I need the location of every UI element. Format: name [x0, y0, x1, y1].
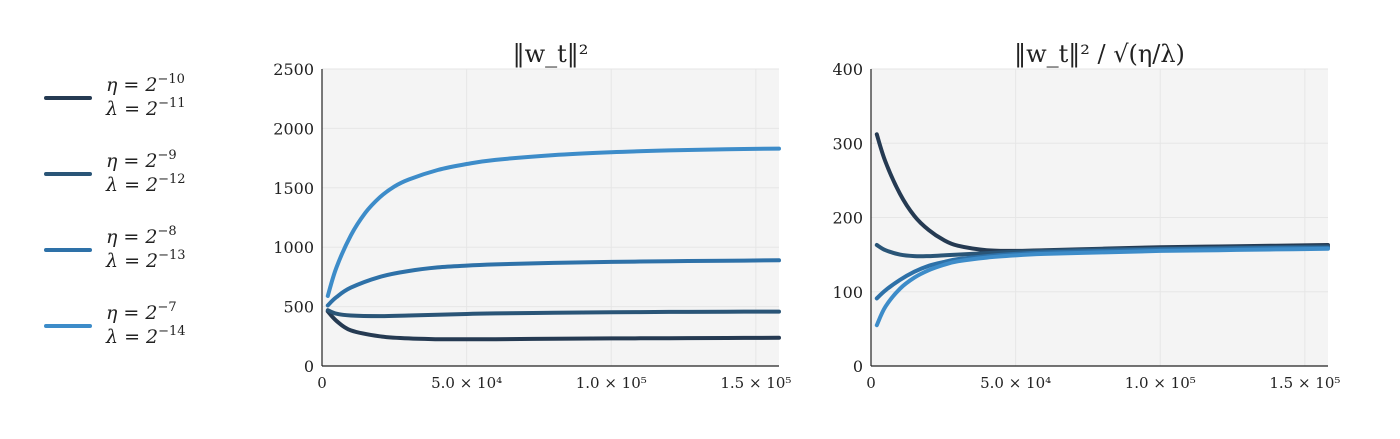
legend-entry: η = 2−10 λ = 2−11 — [40, 70, 240, 130]
x-tick-label: 1.0 × 10⁵ — [1125, 374, 1196, 392]
x-tick-label: 5.0 × 10⁴ — [980, 374, 1051, 392]
x-tick-label: 0 — [317, 374, 327, 392]
y-tick-label: 400 — [832, 60, 863, 79]
legend-eta: η = 2−8 — [106, 224, 177, 248]
plot-background — [322, 69, 779, 366]
y-tick-label: 2500 — [273, 60, 314, 79]
y-tick-label: 100 — [832, 283, 863, 302]
legend-eta: η = 2−10 — [106, 72, 185, 96]
series-line — [325, 309, 781, 342]
legend-eta: η = 2−7 — [106, 300, 177, 324]
y-tick-label: 0 — [853, 357, 863, 376]
y-tick-label: 200 — [832, 209, 863, 228]
x-tick-label: 1.5 × 10⁵ — [1269, 374, 1340, 392]
y-tick-label: 500 — [283, 298, 314, 317]
y-tick-label: 0 — [304, 357, 314, 376]
chart-panel: 0 100 200 300 400 0 5.0 × 10⁴ 1.0 × 10⁵ 1.5 × 10… — [832, 40, 1340, 392]
x-tick-label: 0 — [866, 374, 876, 392]
chart-title: ‖w_t‖² — [513, 40, 589, 69]
series-line — [874, 246, 1330, 328]
legend-entry: η = 2−7 λ = 2−14 — [40, 298, 240, 358]
series-line — [325, 146, 781, 298]
legend-eta: η = 2−9 — [106, 148, 177, 172]
legend-swatch — [44, 172, 92, 176]
legend-lambda: λ = 2−11 — [106, 96, 186, 120]
legend-entry: η = 2−8 λ = 2−13 — [40, 222, 240, 282]
chart-title: ‖w_t‖² / √(η/λ) — [1014, 40, 1185, 69]
x-tick-label: 1.0 × 10⁵ — [576, 374, 647, 392]
legend-swatch — [44, 324, 92, 328]
y-tick-label: 2000 — [273, 119, 314, 138]
series-line — [325, 308, 781, 319]
chart-panel: 0 500 1000 1500 2000 2500 0 5.0 × 10⁴ 1.0 × 10⁵ 1… — [273, 40, 791, 392]
y-tick-label: 1000 — [273, 238, 314, 257]
legend-lambda: λ = 2−12 — [106, 172, 186, 196]
y-tick-label: 300 — [832, 134, 863, 153]
legend-entry: η = 2−9 λ = 2−12 — [40, 146, 240, 206]
x-tick-label: 1.5 × 10⁵ — [720, 374, 791, 392]
x-tick-label: 5.0 × 10⁴ — [431, 374, 502, 392]
legend-lambda: λ = 2−13 — [106, 248, 186, 272]
legend-swatch — [44, 96, 92, 100]
legend-swatch — [44, 248, 92, 252]
y-tick-label: 1500 — [273, 179, 314, 198]
series-line — [325, 258, 781, 308]
legend-lambda: λ = 2−14 — [106, 324, 186, 348]
